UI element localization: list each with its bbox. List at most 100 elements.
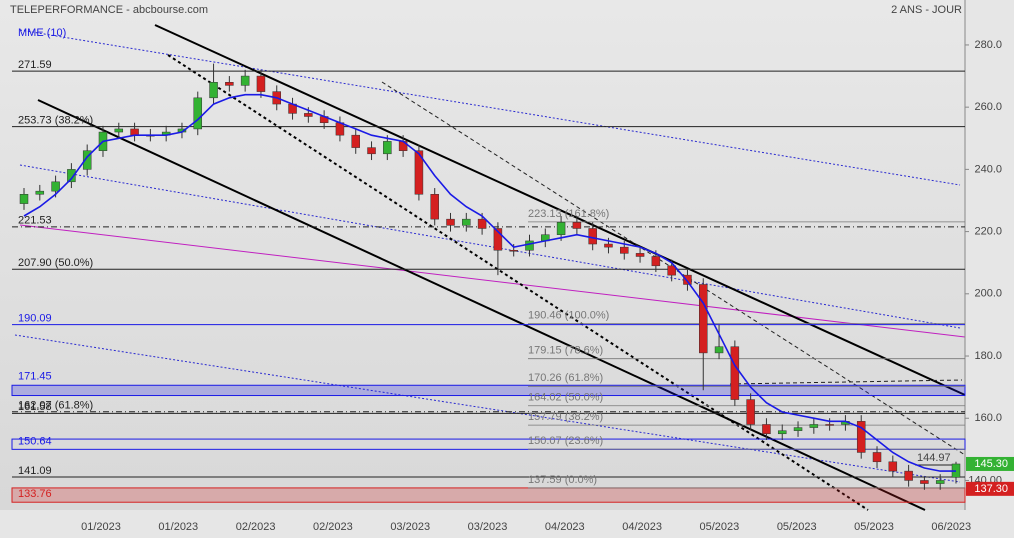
fib-label: 179.15 (78.6%): [528, 345, 603, 357]
x-axis-area: [0, 510, 965, 538]
y-tick-label: 180.0: [974, 350, 1002, 362]
candle-body: [383, 141, 392, 155]
x-tick-label: 06/2023: [931, 521, 971, 533]
candle-body: [477, 218, 487, 229]
candle-body: [304, 113, 313, 117]
candle-body: [809, 424, 819, 428]
price-tag: [966, 456, 1014, 471]
level-label: 133.76: [18, 488, 52, 500]
candle-body: [888, 461, 898, 472]
channel-line: [37, 99, 926, 511]
level-label: 253.73 (38.2%): [18, 115, 93, 127]
candle-body: [683, 274, 692, 285]
price-tag: [966, 481, 1014, 496]
legend-label: MME (10): [18, 27, 66, 39]
level-label: 221.53: [18, 215, 52, 227]
candle-body: [130, 128, 139, 136]
candle-body: [509, 250, 518, 252]
candle-body: [588, 228, 597, 245]
marker-label: 144.97: [917, 452, 951, 464]
candle-body: [920, 480, 929, 484]
candle-body: [82, 150, 92, 170]
candle-body: [225, 82, 234, 86]
mme-line: [23, 93, 956, 472]
fib-label: 164.02 (50.0%): [528, 392, 603, 404]
candle-body: [193, 97, 203, 130]
trend-line: [14, 334, 961, 483]
candle-body: [904, 470, 913, 481]
y-tick-label: 220.0: [974, 225, 1002, 237]
zone: [11, 384, 966, 397]
price-tag-label: 137.30: [974, 483, 1008, 495]
x-tick-label: 04/2023: [622, 521, 662, 533]
candle-body: [556, 222, 566, 235]
candle-body: [446, 218, 455, 226]
x-tick-label: 01/2023: [81, 521, 121, 533]
candle-body: [667, 265, 676, 276]
candle-body: [67, 169, 76, 183]
candle-body: [730, 346, 740, 400]
fib-label: 170.26 (61.8%): [528, 372, 603, 384]
channel-line: [154, 24, 966, 396]
fib-label: 157.79 (38.2%): [528, 411, 603, 423]
chart-subtitle: 2 ANS - JOUR: [891, 4, 962, 16]
candle-body: [825, 424, 834, 426]
channel-line: [167, 54, 869, 511]
level-label: 171.45: [18, 371, 52, 383]
candle-body: [699, 284, 708, 354]
y-tick-label: 260.0: [974, 101, 1002, 113]
candle-body: [525, 240, 534, 251]
fib-label: 137.59 (0.0%): [528, 474, 597, 486]
x-tick-label: 05/2023: [854, 521, 894, 533]
x-tick-label: 02/2023: [236, 521, 276, 533]
candle-body: [51, 181, 60, 192]
x-tick-label: 02/2023: [313, 521, 353, 533]
candle-body: [414, 150, 424, 195]
candle-body: [793, 427, 803, 431]
level-label: 207.90 (50.0%): [18, 257, 93, 269]
candle-body: [651, 256, 661, 267]
fib-label: 150.07 (23.6%): [528, 435, 603, 447]
candle-body: [604, 243, 613, 248]
x-tick-label: 03/2023: [468, 521, 508, 533]
level-label: 271.59: [18, 59, 52, 71]
level-label: 150.64: [18, 435, 52, 447]
x-tick-label: 04/2023: [545, 521, 585, 533]
candle-body: [620, 246, 629, 254]
zone: [11, 487, 966, 503]
candle-body: [240, 75, 250, 86]
candle-body: [256, 75, 266, 92]
candle-body: [714, 346, 724, 354]
y-tick-label: 160.0: [974, 412, 1002, 424]
y-tick-label: 200.0: [974, 288, 1002, 300]
candle-body: [635, 253, 645, 257]
candle-body: [572, 222, 582, 229]
candle-body: [762, 424, 771, 435]
x-tick-label: 01/2023: [158, 521, 198, 533]
level-label: 141.09: [18, 465, 52, 477]
trend-line: [19, 224, 966, 338]
candle-body: [114, 128, 124, 133]
candle-body: [935, 480, 945, 484]
candle-body: [746, 399, 755, 425]
candle-body: [462, 218, 471, 226]
level-label: 190.09: [18, 313, 52, 325]
trend-line: [729, 379, 963, 385]
candle-body: [35, 190, 45, 195]
trend-line: [19, 164, 961, 329]
candle-body: [351, 134, 360, 148]
x-tick-label: 03/2023: [390, 521, 430, 533]
candle-body: [367, 147, 376, 155]
y-tick-label: 280.0: [974, 39, 1002, 51]
fib-label: 223.13 (161.8%): [528, 208, 609, 220]
x-tick-label: 05/2023: [700, 521, 740, 533]
candle-body: [777, 430, 787, 435]
chart-title: TELEPERFORMANCE - abcbourse.com: [10, 4, 208, 16]
axis-area: [965, 0, 1014, 538]
fib-label: 190.46 (100.0%): [528, 309, 609, 321]
trend-line: [19, 29, 961, 186]
candle-body: [872, 452, 882, 463]
level-label: 161.58: [18, 401, 52, 413]
candle-body: [493, 228, 503, 251]
